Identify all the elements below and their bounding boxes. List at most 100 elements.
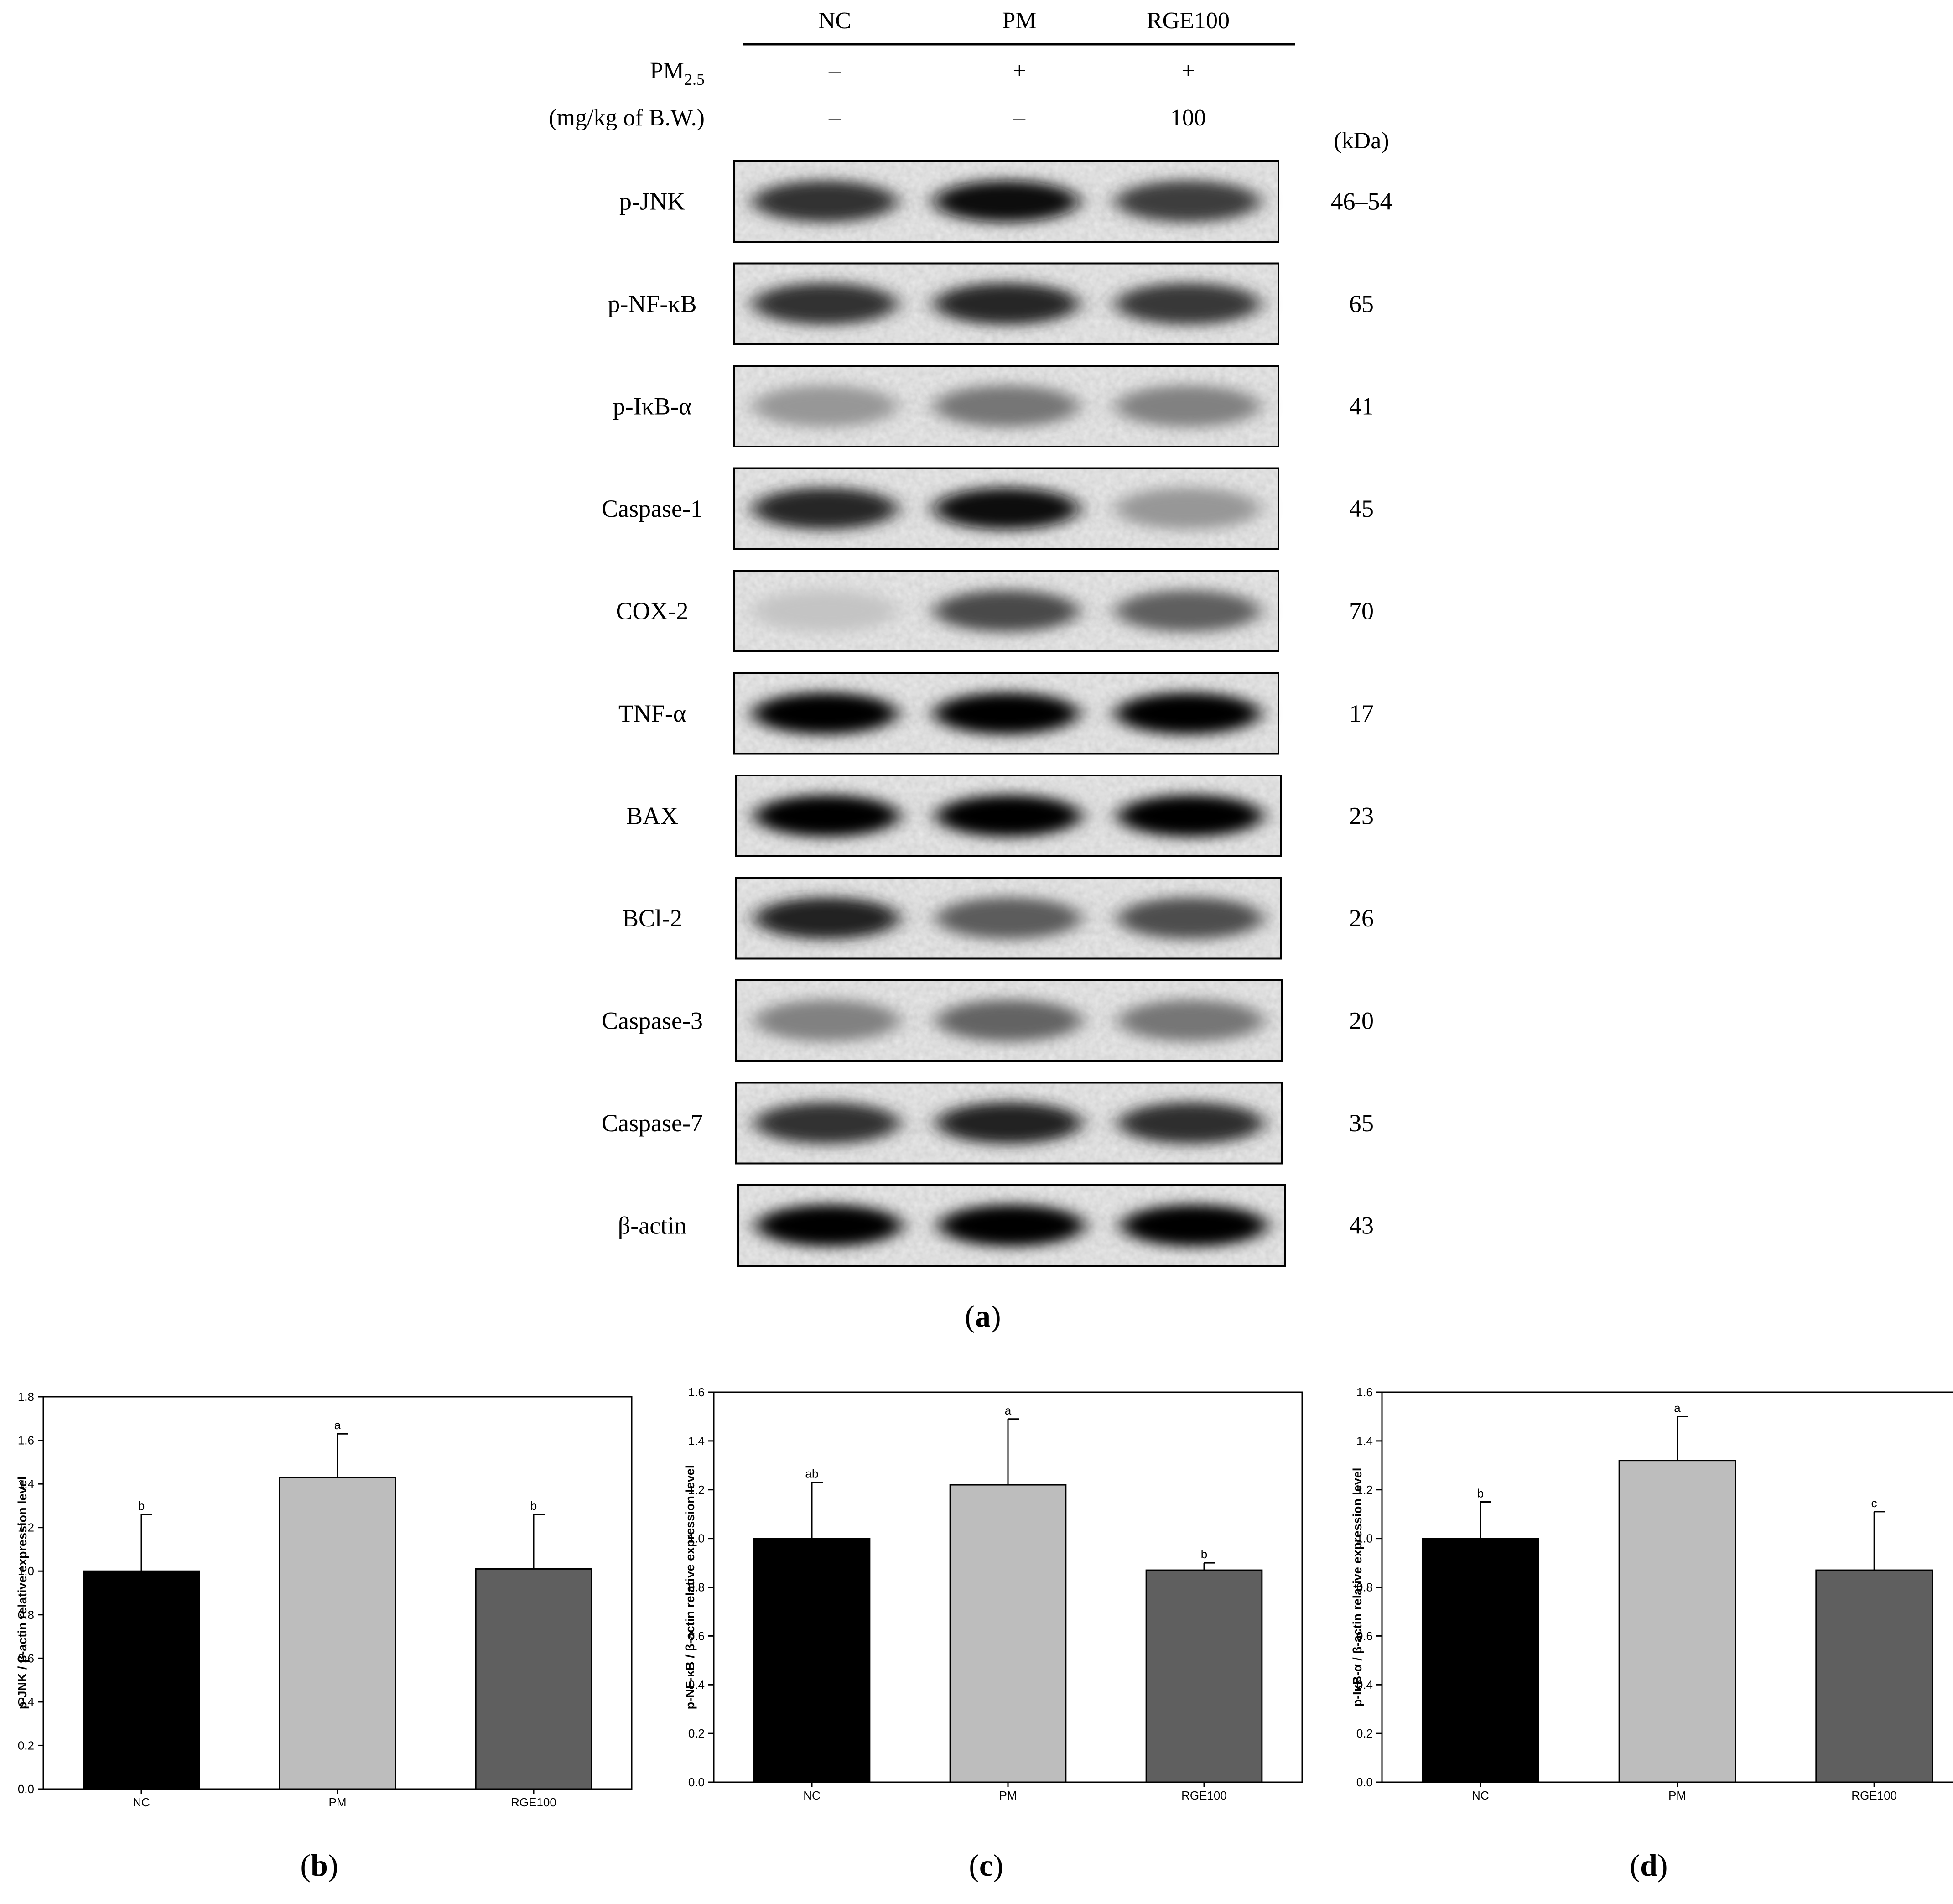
blot-band xyxy=(934,590,1079,632)
significance-letter: b xyxy=(530,1499,537,1513)
kda-value: 35 xyxy=(1349,1109,1374,1137)
protein-label: BAX xyxy=(626,802,678,830)
blot-frame xyxy=(733,672,1279,755)
y-tick-label: 1.0 xyxy=(1356,1532,1373,1545)
y-tick-label: 0.2 xyxy=(18,1738,34,1752)
protein-label: BCl-2 xyxy=(622,905,682,932)
protein-label: COX-2 xyxy=(616,598,689,625)
blot-band xyxy=(934,385,1079,427)
blot-band xyxy=(936,999,1082,1042)
y-tick-label: 1.8 xyxy=(18,1390,34,1404)
significance-letter: c xyxy=(1871,1496,1877,1510)
y-tick-label: 0.6 xyxy=(18,1651,34,1665)
significance-letter: b xyxy=(138,1499,145,1513)
blot-band xyxy=(936,897,1081,940)
blot-row: COX-2 70 xyxy=(616,570,1374,652)
protein-label: p-NF-κB xyxy=(608,290,696,317)
y-tick-label: 0.4 xyxy=(688,1678,705,1691)
panel-label-d: (d) xyxy=(1630,1848,1667,1883)
blot-band xyxy=(1118,1102,1264,1144)
condition-label: PM2.5 xyxy=(650,58,705,88)
x-tick-label: NC xyxy=(133,1795,150,1809)
y-tick-label: 1.2 xyxy=(1356,1483,1373,1497)
blot-band xyxy=(756,1204,902,1247)
bar xyxy=(1145,1569,1263,1783)
significance-letter: b xyxy=(1477,1486,1484,1500)
blot-frame xyxy=(733,365,1279,447)
x-tick-label: RGE100 xyxy=(1851,1789,1897,1802)
bar xyxy=(475,1568,592,1790)
y-tick-label: 0.8 xyxy=(1356,1581,1373,1594)
significance-letter: a xyxy=(1005,1404,1012,1417)
y-tick-label: 1.4 xyxy=(688,1434,705,1448)
blot-band xyxy=(752,180,898,223)
y-tick-label: 0.0 xyxy=(18,1782,34,1796)
blot-frame xyxy=(735,979,1283,1062)
bar-charts: 0.0 0.2 0.4 0.6 0.8 1.0 1.2 1.4 1.6 1.8 p-JNK / β-… xyxy=(16,1385,1953,1883)
protein-label: TNF-α xyxy=(618,700,686,727)
blot-frame xyxy=(733,467,1279,550)
blot-band xyxy=(936,1102,1082,1144)
blot-row: p-NF-κB 65 xyxy=(608,262,1374,345)
blot-row: TNF-α 17 xyxy=(618,672,1374,755)
blot-band xyxy=(754,795,900,837)
protein-label: p-JNK xyxy=(619,188,685,215)
condition-value: – xyxy=(828,58,841,84)
bar xyxy=(83,1570,200,1790)
kda-value: 17 xyxy=(1349,700,1374,727)
blot-band xyxy=(936,795,1081,837)
bar xyxy=(1618,1460,1736,1783)
y-tick-label: 0.0 xyxy=(688,1775,705,1789)
y-axis-label: p-NF-κB / β-actin relative expression le… xyxy=(683,1465,697,1710)
blot-band xyxy=(754,897,900,940)
significance-letter: a xyxy=(1674,1401,1681,1415)
blot-row: BCl-2 26 xyxy=(622,877,1374,960)
protein-label: p-IκB-α xyxy=(613,393,691,420)
blot-row: BAX 23 xyxy=(626,775,1374,857)
kda-value: 23 xyxy=(1349,802,1374,830)
panel-label-a: (a) xyxy=(965,1299,1001,1333)
blot-band xyxy=(1118,999,1264,1042)
group-label-pm: PM xyxy=(1002,8,1036,34)
blot-band xyxy=(752,282,898,325)
blot-band xyxy=(934,487,1079,530)
blot-band xyxy=(752,692,898,735)
blot-band xyxy=(1117,795,1263,837)
blot-band xyxy=(1115,282,1261,325)
condition-value: – xyxy=(1013,105,1026,131)
blot-row: Caspase-7 35 xyxy=(602,1082,1374,1165)
bar xyxy=(1421,1538,1539,1783)
y-tick-label: 0.0 xyxy=(1356,1775,1373,1789)
x-tick-label: PM xyxy=(999,1789,1017,1802)
condition-label: (mg/kg of B.W.) xyxy=(549,105,705,131)
blot-row: p-IκB-α 41 xyxy=(613,365,1374,447)
blot-frame xyxy=(733,160,1279,243)
protein-label: Caspase-3 xyxy=(602,1007,703,1035)
y-tick-label: 1.4 xyxy=(1356,1434,1373,1448)
blot-band xyxy=(1115,385,1261,427)
blot-row: β-actin 43 xyxy=(618,1184,1374,1267)
western-blot-panel: NC PM RGE100 PM2.5– + +(mg/kg of B.W.) – –100 … xyxy=(549,8,1392,1333)
x-tick-label: PM xyxy=(329,1795,347,1809)
bar xyxy=(279,1477,396,1790)
x-tick-label: PM xyxy=(1668,1789,1686,1802)
blot-band xyxy=(1115,590,1261,632)
blot-frame xyxy=(733,570,1279,652)
bar xyxy=(949,1484,1067,1783)
condition-rows: PM2.5 – + + (mg/kg of B.W.) – – 100 xyxy=(549,58,1206,131)
group-labels: NC PM RGE100 xyxy=(818,8,1230,34)
significance-letter: b xyxy=(1201,1547,1207,1561)
bar xyxy=(753,1538,871,1783)
kda-value: 26 xyxy=(1349,905,1374,932)
panel-label-c: (c) xyxy=(969,1848,1003,1883)
blot-band xyxy=(752,385,898,427)
blot-frame xyxy=(735,877,1282,960)
y-axis-label: p-IκB-α / β-actin relative expression le… xyxy=(1350,1468,1364,1707)
significance-letter: a xyxy=(334,1418,341,1432)
y-axis-label: p-JNK / β-actin relative expression leve… xyxy=(16,1477,29,1709)
x-tick-label: RGE100 xyxy=(511,1795,556,1809)
panel-label-b: (b) xyxy=(300,1848,338,1883)
kda-value: 45 xyxy=(1349,495,1374,522)
x-tick-label: NC xyxy=(1472,1789,1489,1802)
